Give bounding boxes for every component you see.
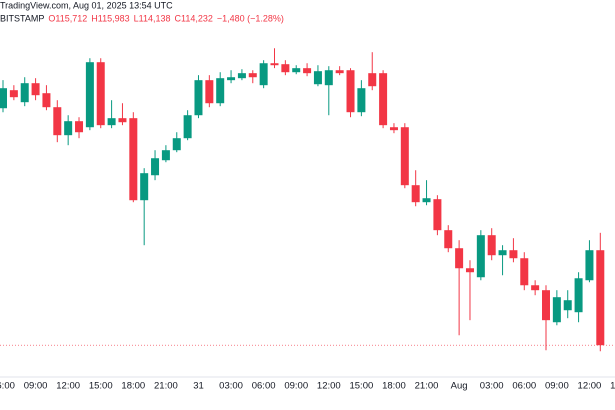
x-tick-label: 15:00: [610, 381, 615, 392]
x-tick-label: 12:00: [317, 381, 341, 392]
x-tick-label: 06:00: [252, 381, 276, 392]
x-tick-label: 18:00: [382, 381, 406, 392]
candle-body: [129, 118, 138, 201]
candle-body: [64, 121, 73, 136]
candle-body: [400, 127, 409, 186]
candle-body: [216, 78, 225, 104]
candle-body: [465, 268, 474, 273]
candle-body: [96, 62, 105, 126]
candle-body: [531, 285, 540, 291]
candle-body: [107, 118, 116, 126]
x-tick-label: 12:00: [56, 381, 80, 392]
ohlc-value: 114,232: [181, 13, 213, 23]
candle-body: [596, 250, 605, 346]
candle-body: [151, 158, 160, 176]
candle-body: [281, 64, 290, 73]
candle-body: [335, 70, 344, 74]
candle-body: [237, 73, 246, 79]
symbol: BITSTAMP: [0, 13, 44, 23]
x-tick-label: 09:00: [284, 381, 308, 392]
candle-body: [498, 250, 507, 256]
ohlc-key: O: [48, 13, 55, 23]
candle-body: [0, 88, 7, 109]
ohlc-key: L: [134, 13, 139, 23]
candle-body: [324, 70, 333, 86]
candle-body: [20, 83, 29, 103]
candle-body: [455, 248, 464, 269]
candle-body: [422, 198, 431, 203]
candle-body: [75, 121, 84, 133]
x-tick-label: 31: [193, 381, 204, 392]
x-tick-label: 03:00: [219, 381, 243, 392]
candle-body: [42, 93, 51, 108]
candle-body: [53, 107, 62, 136]
candle-body: [31, 83, 40, 96]
candle-body: [140, 173, 149, 201]
candle-body: [118, 118, 127, 123]
candle-body: [563, 300, 572, 311]
candle-body: [172, 138, 181, 151]
candle-body: [411, 185, 420, 203]
chart-source: TradingView.com, Aug 01, 2025 13:54 UTC: [0, 0, 173, 10]
x-tick-label: 03:00: [480, 381, 504, 392]
candle-body: [574, 278, 583, 313]
candle-body: [194, 80, 203, 116]
candle-body: [552, 297, 561, 323]
x-tick-label: 09:00: [545, 381, 569, 392]
candle-body: [183, 115, 192, 139]
x-tick-label: 21:00: [415, 381, 439, 392]
candle-body: [585, 250, 594, 281]
x-tick-label: 06:00: [0, 381, 15, 392]
candle-body: [227, 77, 236, 81]
candle-body: [520, 258, 529, 286]
x-tick-label: 18:00: [121, 381, 145, 392]
ohlc-value: 115,712: [55, 13, 87, 23]
candle-body: [542, 290, 550, 321]
candle-body: [357, 88, 366, 113]
x-tick-label: 21:00: [154, 381, 178, 392]
candle-body: [9, 90, 18, 98]
ohlc-value: 114,138: [139, 13, 171, 23]
candle-body: [248, 73, 257, 78]
x-tick-label: 15:00: [349, 381, 373, 392]
ohlc-value: 115,983: [98, 13, 130, 23]
candle-body: [368, 73, 377, 87]
x-tick-label: 06:00: [512, 381, 536, 392]
x-tick-label: 09:00: [24, 381, 48, 392]
plot: [0, 48, 615, 352]
candle-body: [433, 199, 442, 231]
candle-body: [161, 150, 170, 161]
candle-body: [85, 62, 94, 128]
candle-body: [379, 73, 388, 126]
ohlc-key: H: [91, 13, 98, 23]
candle-body: [346, 70, 355, 113]
candle-body: [270, 63, 279, 66]
candle-body: [313, 71, 322, 85]
candle-body: [303, 68, 312, 74]
x-tick-label: Aug: [451, 381, 468, 392]
ohlc-key: C: [175, 13, 182, 23]
candle-body: [292, 68, 301, 73]
candle-body: [509, 250, 518, 259]
x-tick-label: 12:00: [578, 381, 602, 392]
candle-body: [389, 127, 398, 131]
candle-body: [259, 63, 268, 86]
change: −1,480 (−1.28%): [217, 13, 284, 23]
candle-body: [205, 80, 214, 104]
x-tick-label: 15:00: [89, 381, 113, 392]
candle-body: [444, 230, 453, 249]
candle-body: [487, 235, 496, 256]
candle-body: [476, 235, 485, 278]
